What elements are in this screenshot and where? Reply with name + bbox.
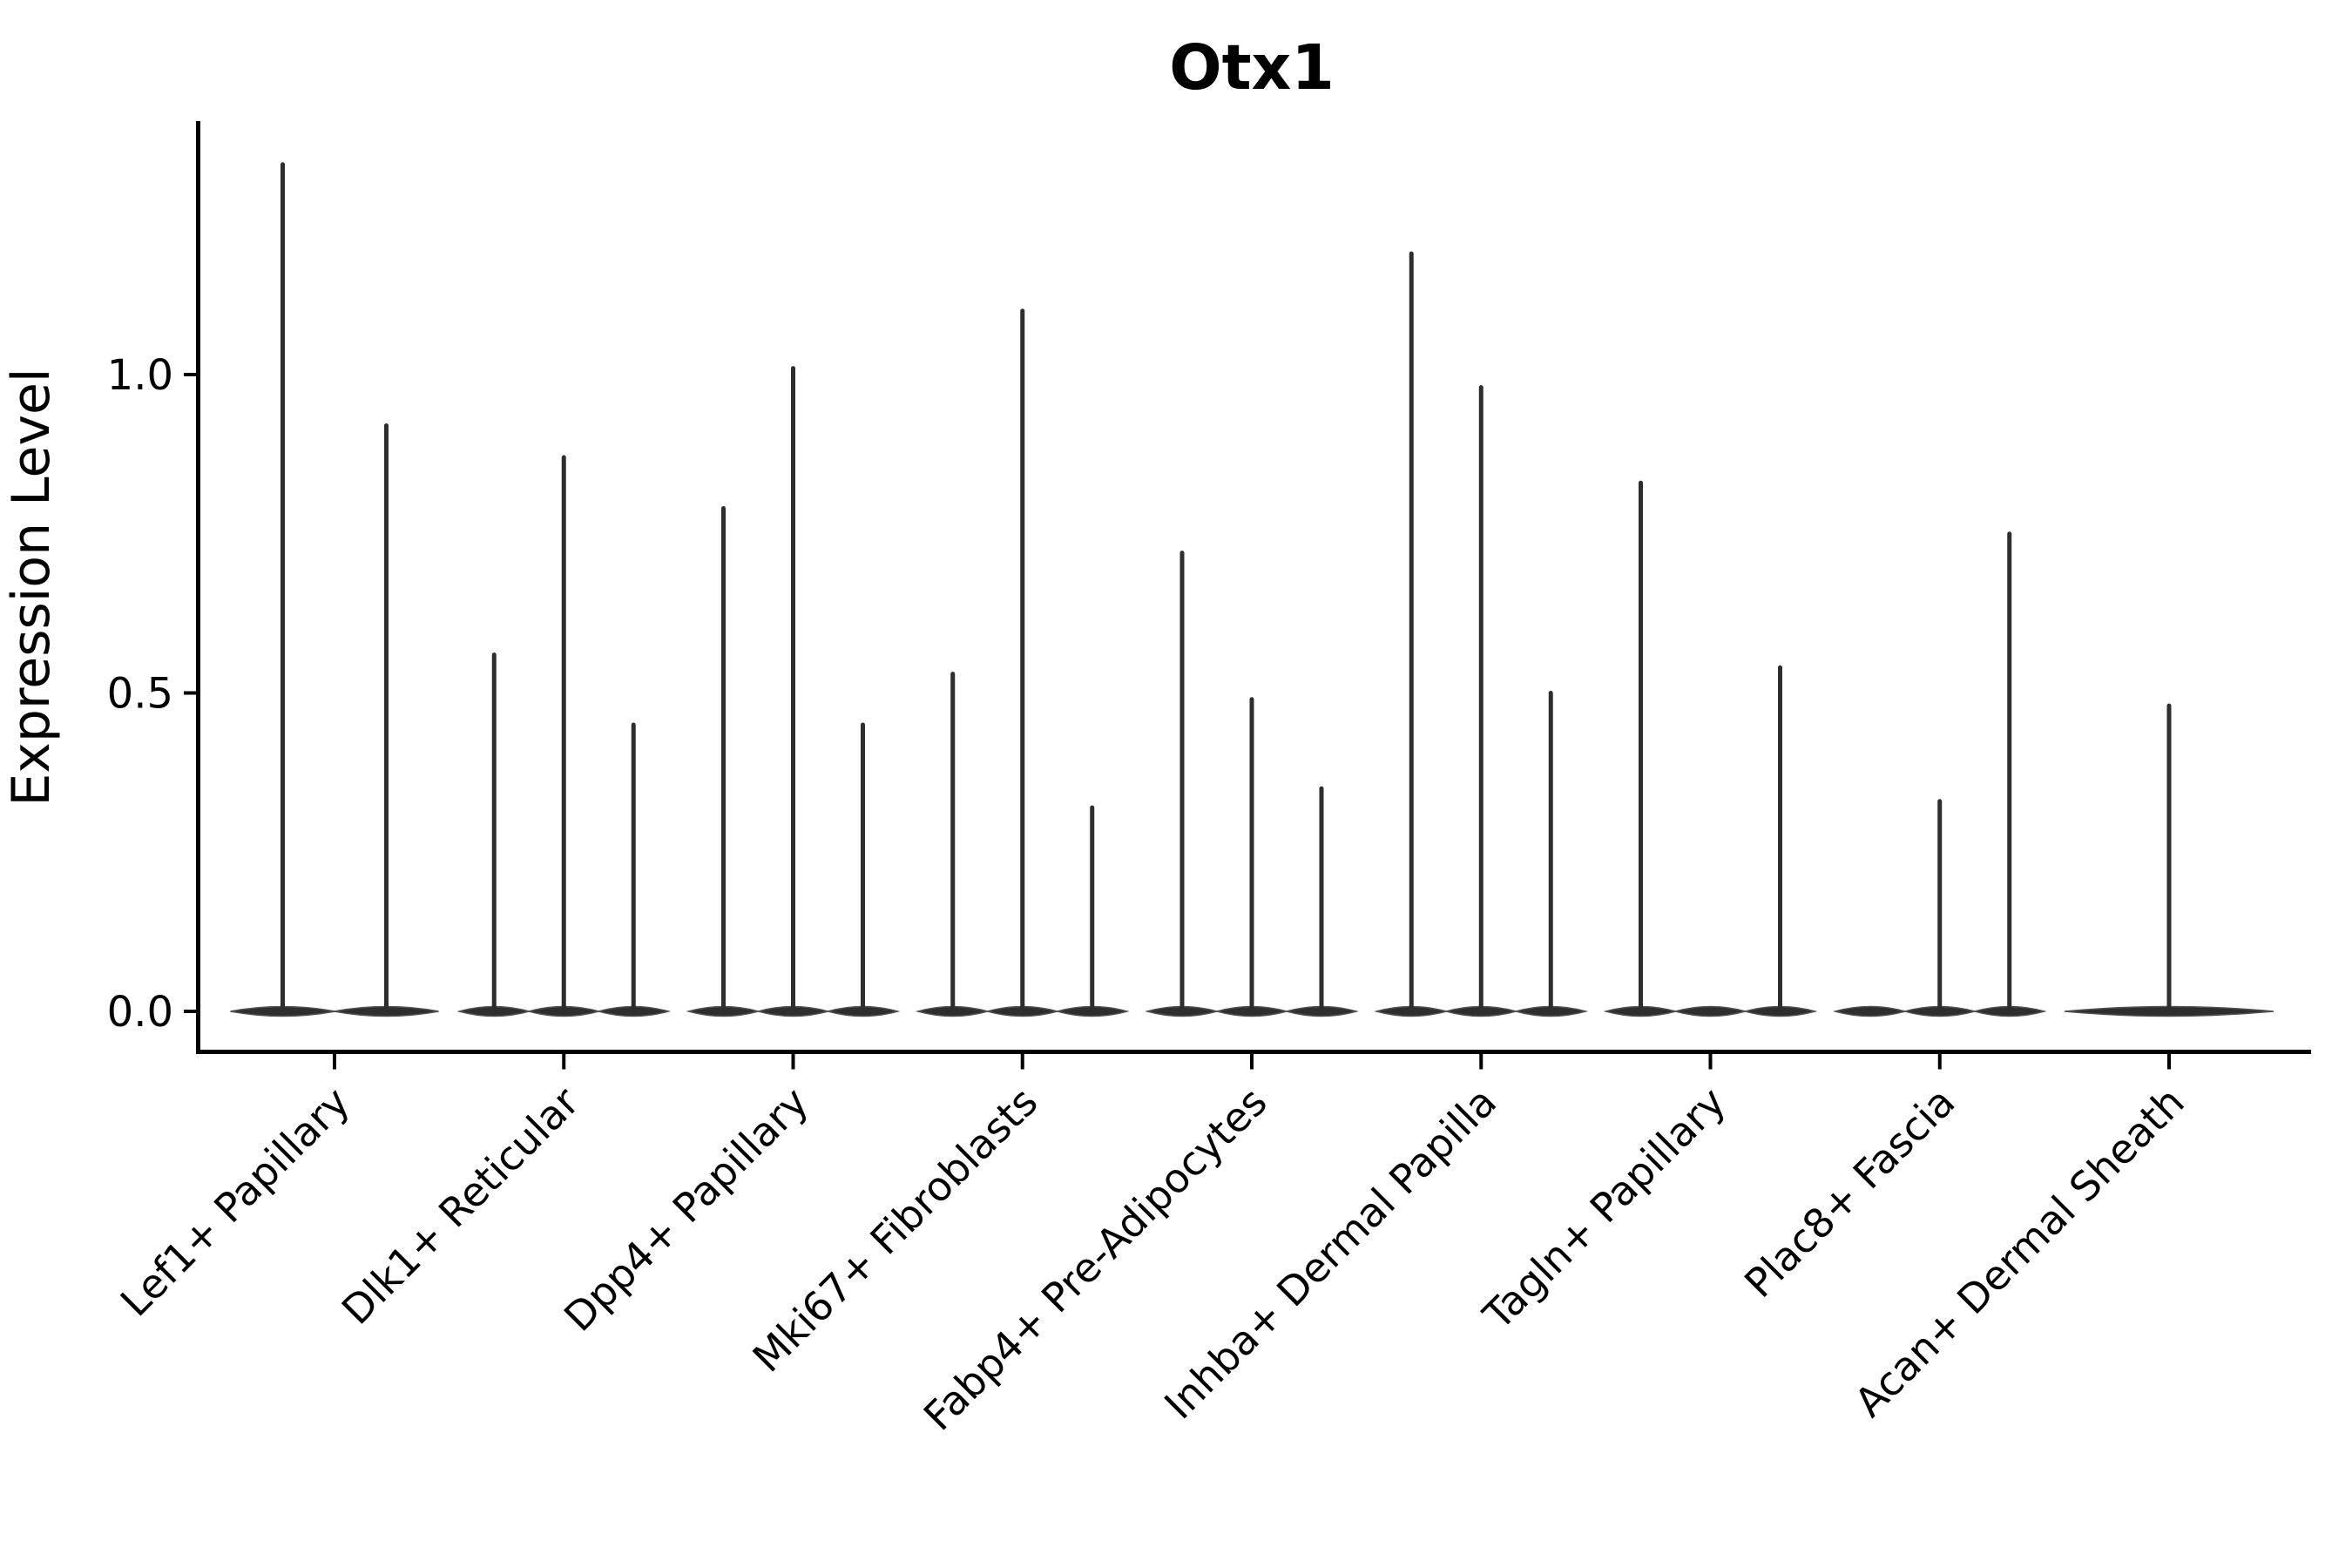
x-tick-label: Plac8+ Fascia <box>1735 1078 1963 1307</box>
y-axis-ticks: 0.0 0.5 1.0 <box>107 351 198 1037</box>
violin-group <box>686 366 901 1017</box>
violin-group <box>1374 251 1589 1017</box>
x-tick-label: Lef1+ Papillary <box>112 1078 359 1326</box>
x-tick-label: Tagln+ Papillary <box>1474 1078 1735 1340</box>
violins <box>230 162 2274 1017</box>
violin-group <box>1832 531 2047 1017</box>
violin-group <box>915 308 1130 1017</box>
violin-group <box>2064 703 2274 1017</box>
violin-group <box>230 162 439 1017</box>
chart-title: Otx1 <box>1169 31 1335 104</box>
x-tick-label: Dlk1+ Reticular <box>333 1078 588 1334</box>
violin-group <box>1145 551 1359 1017</box>
y-tick-label: 0.0 <box>107 988 173 1037</box>
x-tick-label: Dpp4+ Papillary <box>555 1078 817 1341</box>
violin-group <box>456 455 672 1017</box>
y-axis-label: Expression Level <box>1 368 62 806</box>
violin-group <box>1603 480 1818 1017</box>
y-tick-label: 0.5 <box>107 670 173 719</box>
axes-spines <box>196 121 2311 1054</box>
violin-body <box>1673 1005 1748 1017</box>
y-tick-label: 1.0 <box>107 351 173 400</box>
violin-body <box>1832 1005 1908 1017</box>
